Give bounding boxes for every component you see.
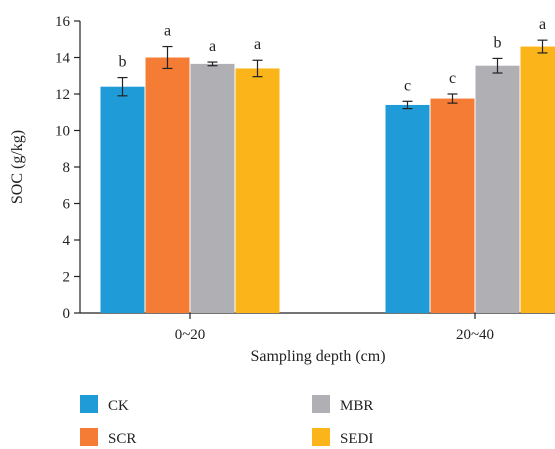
significance-label: b [494,34,502,51]
y-tick-label: 12 [55,87,70,103]
x-axis: 0~20 20~40 [80,312,555,343]
legend-label: MBR [340,398,373,414]
legend-label: SEDI [340,431,373,447]
legend-item: MBR [312,395,373,414]
legend-swatch [312,395,330,413]
legend-item: SCR [80,428,136,447]
bar [145,57,190,313]
y-tick-label: 16 [55,14,71,30]
y-axis-title: SOC (g/kg) [9,130,26,204]
legend-item: CK [80,395,129,414]
significance-label: b [119,54,127,71]
significance-label: a [164,23,171,40]
bars [100,46,555,314]
x-axis-title: Sampling depth (cm) [250,348,385,365]
significance-label: a [209,38,216,55]
bar [100,86,145,313]
significance-labels: b a a a c c b a [119,16,547,94]
legend-swatch [80,395,98,413]
bar [190,63,235,314]
y-tick-label: 4 [63,233,71,249]
x-tick-label: 20~40 [456,327,494,343]
y-axis: 0 2 4 6 8 10 12 14 16 [55,14,81,322]
bar [385,104,430,313]
y-tick-label: 6 [63,197,71,213]
y-tick-label: 10 [55,124,70,140]
bar [520,46,555,314]
x-tick-label: 0~20 [175,327,206,343]
bar [475,65,520,314]
significance-label: a [539,16,546,33]
bar [235,68,280,313]
legend-label: SCR [108,431,136,447]
y-tick-label: 8 [63,160,71,176]
legend-label: CK [108,398,129,414]
y-tick-label: 0 [63,306,71,322]
legend-swatch [312,428,330,446]
significance-label: c [404,77,411,94]
legend: CK MBR SCR SEDI [80,395,373,447]
bar [430,98,475,313]
significance-label: c [449,70,456,87]
legend-swatch [80,428,98,446]
error-bars [117,39,548,110]
legend-item: SEDI [312,428,373,447]
y-tick-label: 2 [63,270,71,286]
significance-label: a [254,36,261,53]
y-tick-label: 14 [55,51,71,67]
